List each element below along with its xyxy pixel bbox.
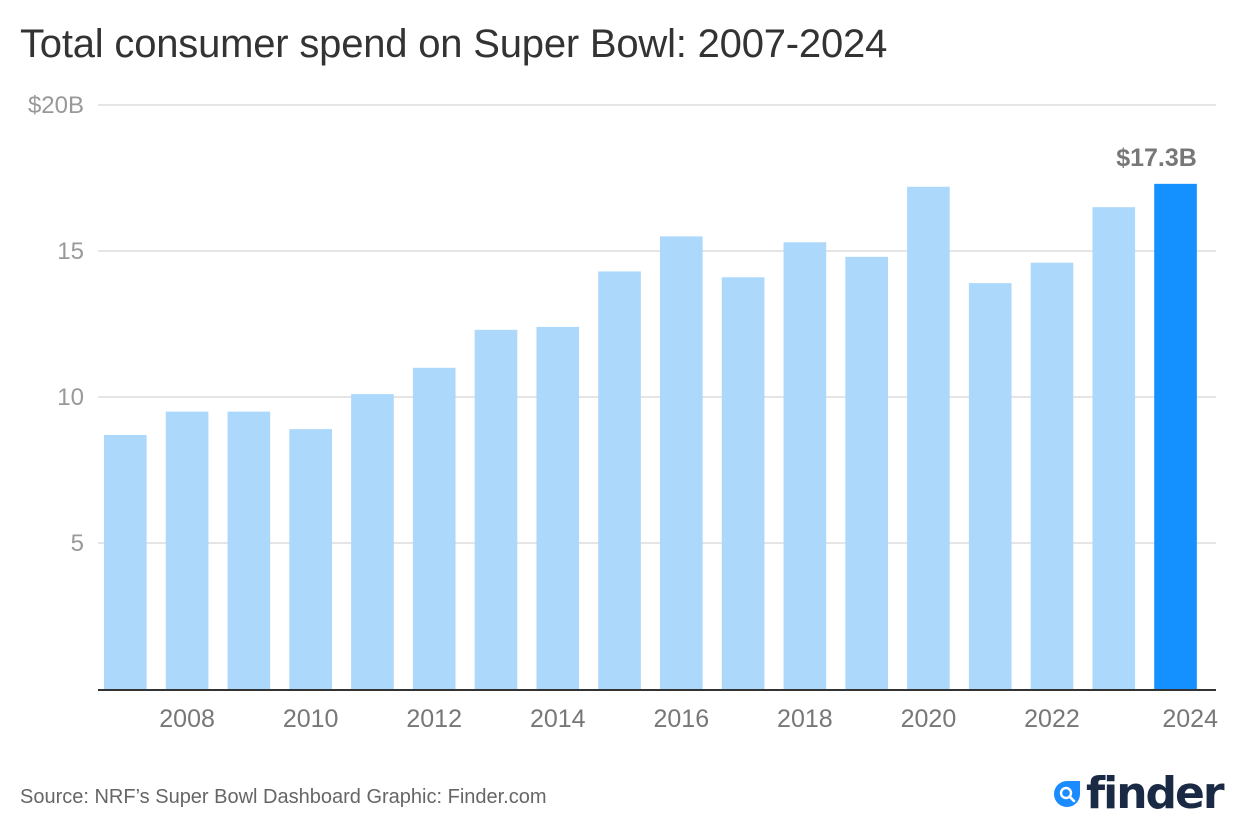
x-tick-label-2014: 2014 (530, 705, 586, 733)
bar-2014 (536, 326, 580, 689)
bar-2020 (907, 186, 950, 689)
bars (104, 183, 1197, 690)
x-tick-label-2016: 2016 (654, 705, 710, 733)
gridlines (98, 104, 1216, 544)
bar-2022 (1030, 262, 1074, 689)
bar-2017 (721, 277, 765, 689)
annotations: $17.3B (1116, 144, 1197, 172)
x-axis-ticks: 2008 2010 2012 2014 2016 2018 2020 2022 2024 (159, 705, 1218, 733)
x-tick-label-2012: 2012 (406, 705, 462, 733)
x-tick-label-2020: 2020 (901, 705, 957, 733)
bar-2009 (227, 411, 271, 689)
search-drop-icon (1054, 781, 1080, 807)
bar-2010 (289, 429, 332, 689)
bar-2012 (412, 367, 456, 689)
logo-text: finder (1086, 768, 1225, 819)
data-label-2024: $17.3B (1116, 144, 1197, 172)
bar-2015 (598, 271, 641, 689)
bar-2023 (1092, 207, 1136, 689)
bar-2011 (351, 394, 394, 689)
bar-2013 (474, 329, 518, 689)
x-tick-label-2010: 2010 (283, 705, 339, 733)
x-tick-label-2018: 2018 (777, 705, 833, 733)
x-tick-label-2022: 2022 (1024, 705, 1080, 733)
y-tick-label: 15 (57, 238, 84, 265)
bar-2021 (968, 283, 1012, 689)
y-tick-label: 5 (71, 530, 84, 557)
bar-2007 (104, 434, 147, 689)
bar-chart: 5 10 15 $20B $17.3B 2008 2010 2012 2014 2016 201… (28, 92, 1218, 733)
bar-2016 (660, 236, 703, 689)
x-tick-label-2008: 2008 (159, 705, 215, 733)
y-tick-label: $20B (28, 92, 84, 119)
y-axis-ticks: 5 10 15 $20B (28, 92, 84, 557)
bar-2019 (845, 256, 888, 689)
y-tick-label: 10 (57, 384, 84, 411)
bar-2008 (165, 411, 209, 689)
finder-logo: finder (1052, 768, 1225, 819)
chart-title: Total consumer spend on Super Bowl: 2007… (20, 22, 888, 66)
x-tick-label-2024: 2024 (1162, 705, 1218, 733)
source-note: Source: NRF’s Super Bowl Dashboard Graph… (20, 786, 547, 808)
bar-2018 (783, 242, 827, 690)
bar-2024 (1154, 183, 1197, 689)
